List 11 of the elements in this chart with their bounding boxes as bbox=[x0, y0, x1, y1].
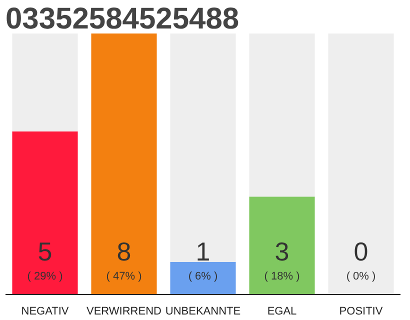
x-tick-label: EGAL bbox=[267, 306, 297, 318]
text: 8 ( 47% ) bbox=[106, 236, 142, 282]
text: 5 ( 29% ) bbox=[27, 236, 63, 282]
x-tick-label: VERWIRREND bbox=[86, 306, 162, 318]
x-tick-label: UNBEKANNTE bbox=[165, 306, 241, 318]
text: 3 ( 18% ) bbox=[264, 236, 300, 282]
text: 1 ( 6% ) bbox=[188, 236, 218, 282]
x-tick-label: NEGATIV bbox=[21, 306, 70, 318]
x-tick-label: POSITIV bbox=[339, 306, 384, 318]
chart-title: 03352584525488 bbox=[6, 2, 240, 36]
text: 0 ( 0% ) bbox=[346, 236, 376, 282]
